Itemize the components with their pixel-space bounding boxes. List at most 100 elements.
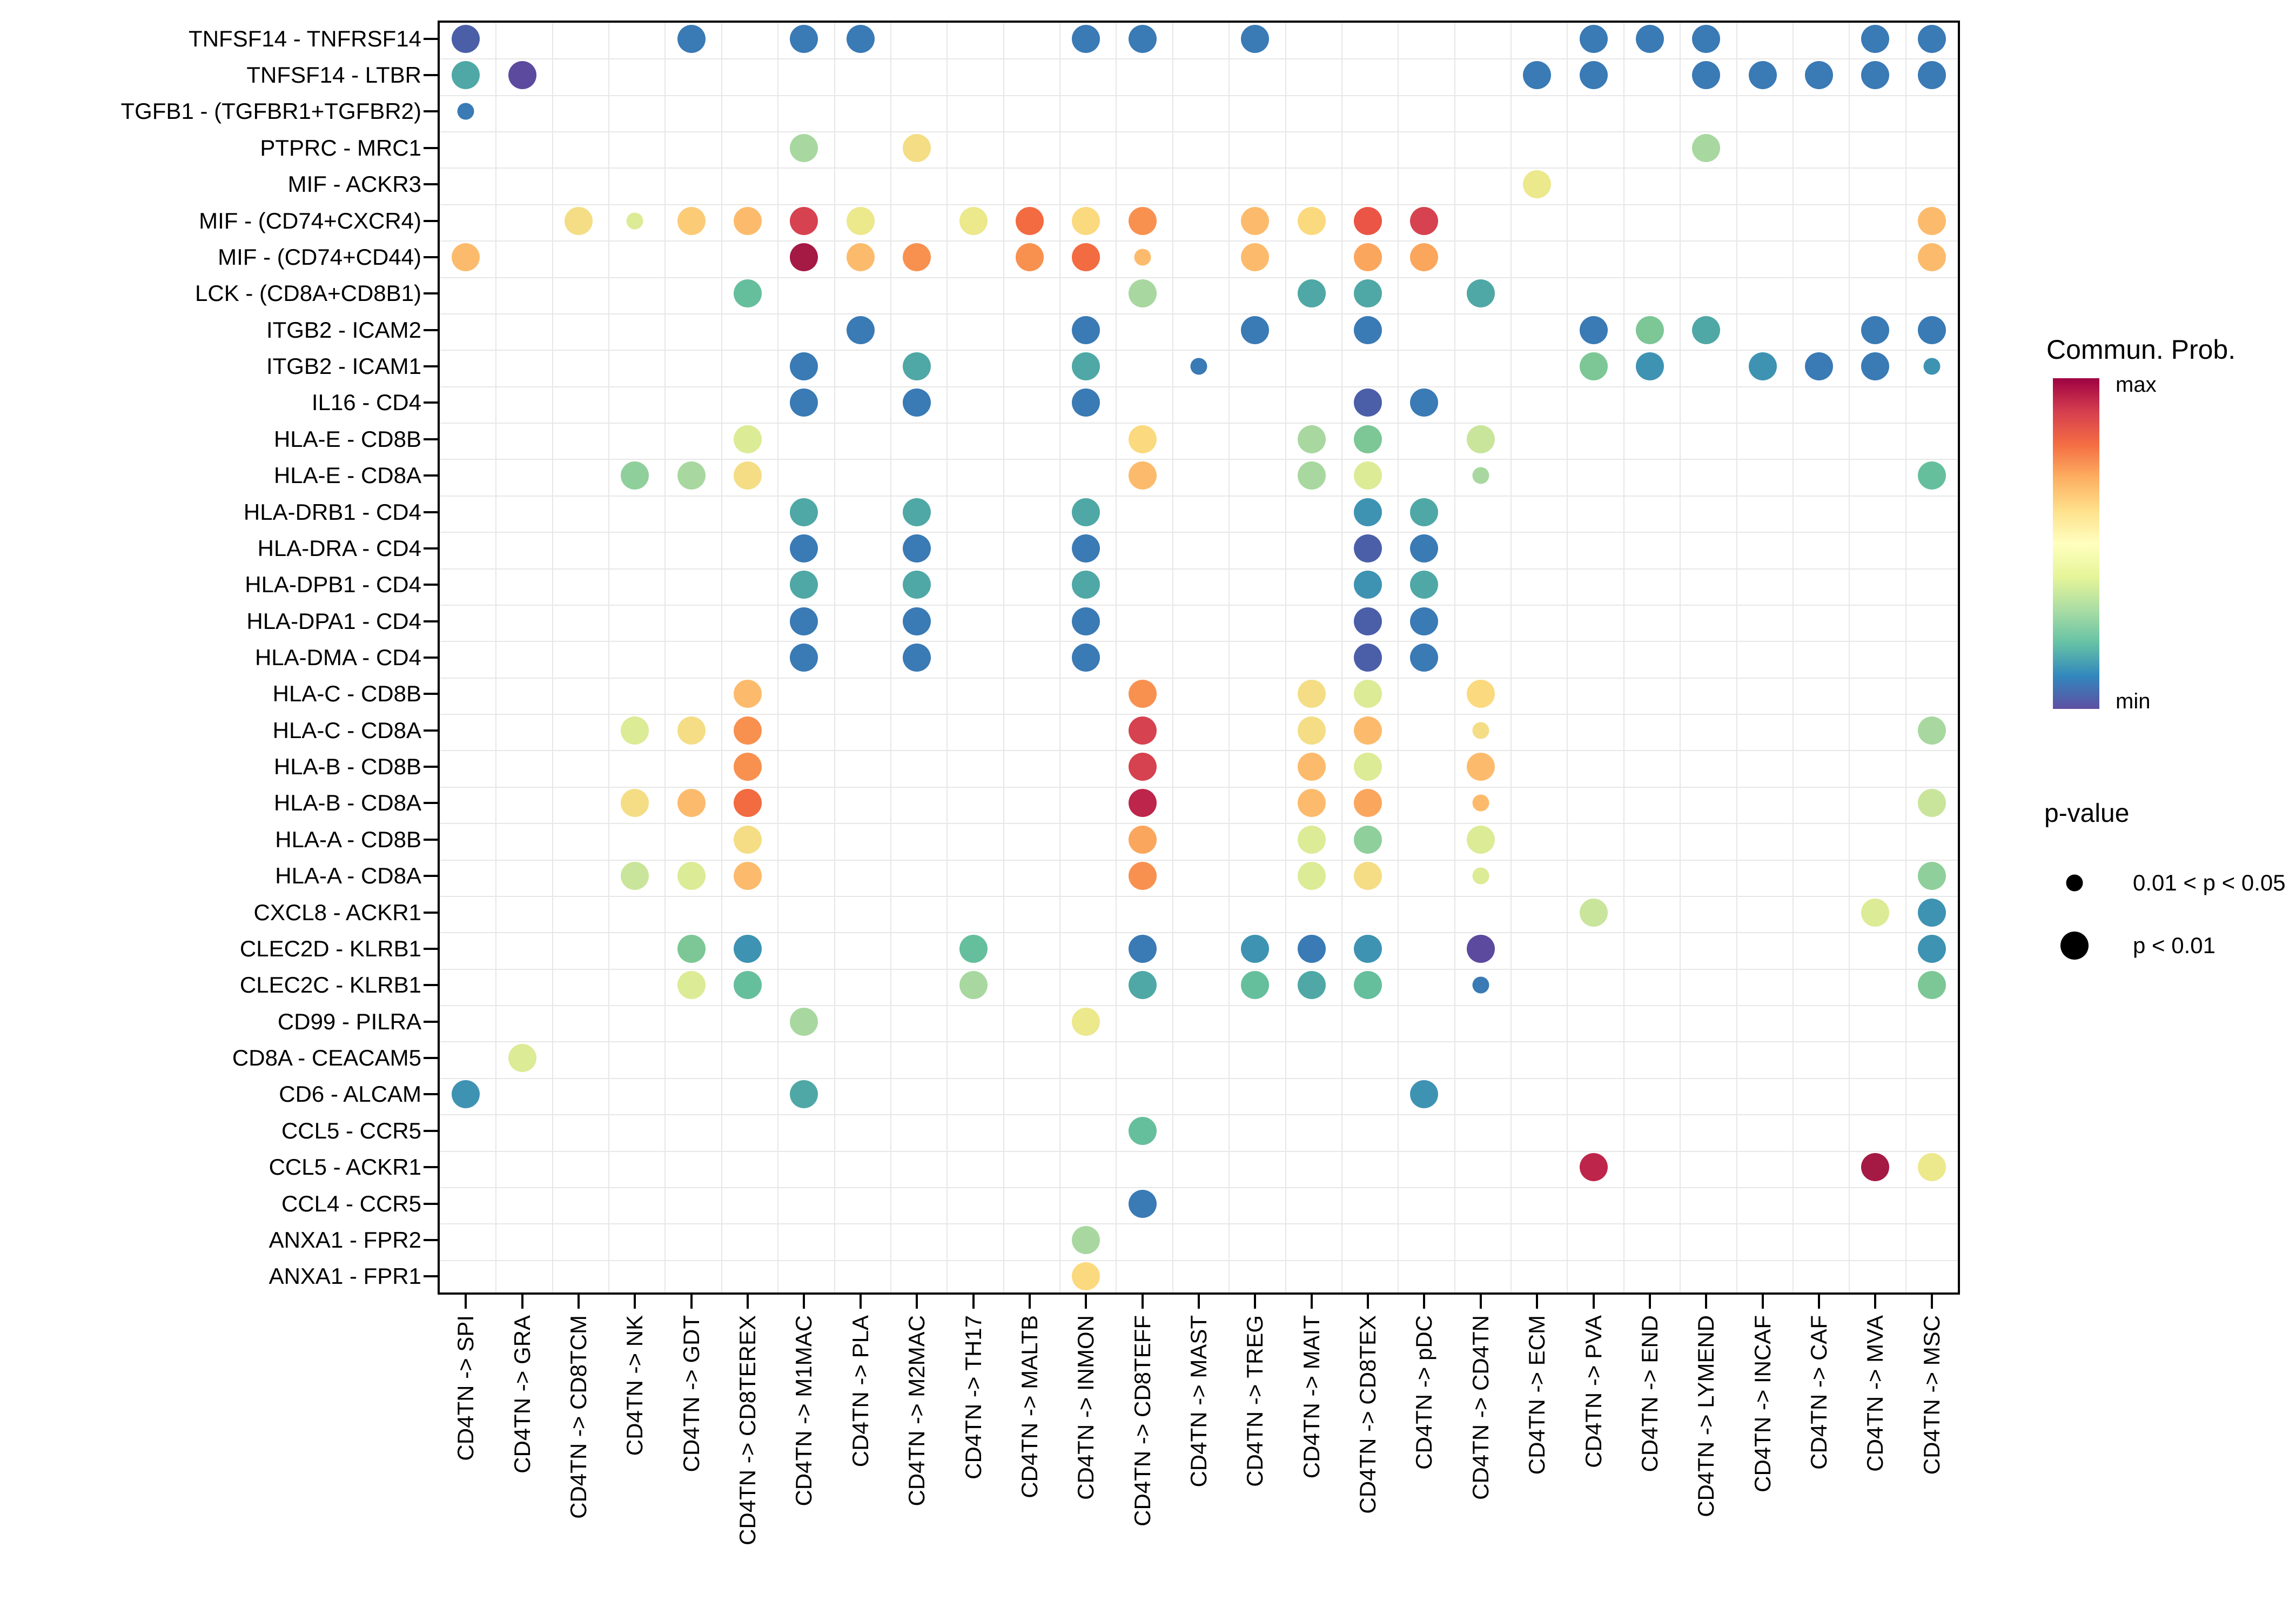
x-axis-label: CD4TN -> CD8TEX <box>1355 1315 1381 1514</box>
x-axis-label: CD4TN -> LYMEND <box>1693 1315 1719 1517</box>
data-dot <box>1297 825 1326 854</box>
y-axis-label: HLA-DPA1 - CD4 <box>246 608 421 634</box>
y-axis-label: CD99 - PILRA <box>277 1008 421 1034</box>
grid-line <box>440 641 1958 642</box>
data-dot <box>1354 607 1382 635</box>
y-axis-label: ITGB2 - ICAM2 <box>266 317 421 343</box>
data-dot <box>1805 61 1834 90</box>
data-dot <box>734 206 762 235</box>
y-axis-label: TNFSF14 - LTBR <box>246 62 421 88</box>
grid-line <box>440 168 1958 169</box>
data-dot <box>790 388 818 417</box>
axis-tick <box>424 984 438 987</box>
data-dot <box>1410 206 1439 235</box>
axis-tick <box>424 911 438 914</box>
grid-line <box>440 495 1958 497</box>
x-axis-label: CD4TN -> CD8TCM <box>565 1315 591 1519</box>
x-axis-label: CD4TN -> GRA <box>509 1315 535 1473</box>
axis-tick <box>1761 1295 1764 1309</box>
data-dot <box>1128 425 1157 453</box>
data-dot <box>1297 206 1326 235</box>
data-dot <box>1579 24 1608 53</box>
data-dot <box>1692 24 1721 53</box>
data-dot <box>677 24 706 53</box>
data-dot <box>903 571 931 599</box>
grid-line <box>440 750 1958 752</box>
data-dot <box>1072 607 1100 635</box>
x-axis-label: CD4TN -> INCAF <box>1749 1315 1775 1492</box>
data-dot <box>1466 934 1495 963</box>
data-dot <box>1354 571 1382 599</box>
data-dot <box>790 206 818 235</box>
data-dot <box>846 24 875 53</box>
data-dot <box>677 461 706 490</box>
data-dot <box>1523 61 1552 90</box>
x-axis-label: CD4TN -> MVA <box>1862 1315 1888 1472</box>
grid-line <box>1116 23 1117 1292</box>
pvalue-large-label: p < 0.01 <box>2133 933 2216 958</box>
data-dot <box>790 243 818 271</box>
data-dot <box>1128 825 1157 854</box>
data-dot <box>1072 534 1100 562</box>
axis-tick <box>1254 1295 1257 1309</box>
data-dot <box>1354 461 1382 490</box>
data-dot <box>903 243 931 271</box>
grid-line <box>440 95 1958 96</box>
data-dot <box>790 1007 818 1036</box>
x-axis-label: CD4TN -> MALTB <box>1016 1315 1042 1498</box>
data-dot <box>1923 358 1941 375</box>
data-dot <box>734 425 762 453</box>
y-axis-label: HLA-C - CD8B <box>272 681 421 707</box>
axis-tick <box>521 1295 523 1309</box>
data-dot <box>1410 644 1439 672</box>
y-axis-label: HLA-DRA - CD4 <box>257 535 421 561</box>
data-dot <box>508 1044 536 1073</box>
grid-line <box>1567 23 1568 1292</box>
axis-tick <box>424 438 438 440</box>
data-dot <box>959 934 988 963</box>
y-axis-label: ANXA1 - FPR2 <box>268 1227 421 1252</box>
axis-tick <box>424 183 438 186</box>
x-axis-label: CD4TN -> TH17 <box>960 1315 986 1479</box>
axis-tick <box>424 547 438 550</box>
data-dot <box>1472 467 1489 484</box>
data-dot <box>790 498 818 526</box>
data-dot <box>1917 1153 1946 1182</box>
data-dot <box>452 61 480 90</box>
data-dot <box>621 862 649 890</box>
data-dot <box>790 534 818 562</box>
axis-tick <box>465 1295 467 1309</box>
data-dot <box>1297 425 1326 453</box>
axis-tick <box>1536 1295 1539 1309</box>
data-dot <box>1241 316 1270 344</box>
data-dot <box>903 498 931 526</box>
data-dot <box>1861 24 1890 53</box>
data-dot <box>1861 352 1890 381</box>
colorbar-gradient <box>2053 378 2099 709</box>
data-dot <box>1072 1262 1100 1291</box>
grid-line <box>552 23 553 1292</box>
data-dot <box>1354 534 1382 562</box>
grid-line <box>440 1077 1958 1079</box>
data-dot <box>1190 358 1207 375</box>
x-axis-label: CD4TN -> M2MAC <box>904 1315 930 1506</box>
data-dot <box>903 534 931 562</box>
data-dot <box>1861 61 1890 90</box>
data-dot <box>1354 862 1382 890</box>
grid-line <box>440 895 1958 897</box>
x-axis-label: CD4TN -> PVA <box>1580 1315 1606 1468</box>
axis-tick <box>424 802 438 805</box>
axis-tick <box>1705 1295 1708 1309</box>
data-dot <box>1354 388 1382 417</box>
y-axis-label: CXCL8 - ACKR1 <box>253 899 421 925</box>
axis-tick <box>1930 1295 1933 1309</box>
data-dot <box>1410 388 1439 417</box>
grid-line <box>1680 23 1681 1292</box>
data-dot <box>734 862 762 890</box>
grid-line <box>721 23 722 1292</box>
y-axis-label: HLA-B - CD8B <box>273 754 421 780</box>
grid-line <box>440 423 1958 424</box>
legend-title: Commun. Prob. <box>2046 334 2236 365</box>
axis-tick <box>1423 1295 1426 1309</box>
